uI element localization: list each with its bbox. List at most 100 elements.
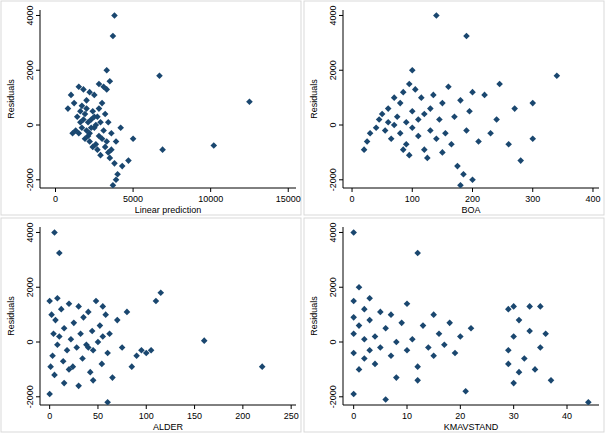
x-tick-label: 50 [93, 411, 103, 421]
point [529, 135, 536, 142]
point [487, 130, 494, 137]
point [505, 141, 512, 148]
panel-frame [1, 1, 301, 215]
x-tick-label: 300 [525, 194, 540, 204]
point [388, 311, 395, 318]
y-tick-label: 2000 [25, 60, 35, 80]
point [114, 171, 121, 178]
point [415, 116, 422, 123]
y-tick-label: 4000 [25, 222, 35, 242]
panel: 0100200300400-2000020004000BOAResiduals [304, 1, 604, 215]
point [373, 124, 380, 131]
x-tick [592, 188, 593, 192]
markers [350, 229, 591, 405]
x-axis-title: KMAVSTAND [444, 422, 499, 432]
y-tick [36, 342, 40, 343]
point [505, 306, 512, 313]
point [106, 331, 113, 338]
panel: 050100150200250-2000020004000ALDERResidu… [1, 218, 301, 432]
point [414, 377, 421, 384]
point [66, 300, 73, 307]
point [56, 250, 63, 257]
point [463, 33, 470, 40]
point [77, 331, 84, 338]
point [526, 303, 533, 310]
point [153, 298, 160, 305]
point [403, 119, 410, 126]
point [521, 355, 528, 362]
point [517, 157, 524, 164]
point [505, 361, 512, 368]
point [372, 333, 379, 340]
point [350, 298, 357, 305]
y-tick-label: 0 [328, 123, 338, 128]
point [442, 130, 449, 137]
point [445, 83, 452, 90]
point [201, 337, 208, 344]
point [366, 295, 373, 302]
point [66, 366, 73, 373]
x-tick-label: 200 [465, 194, 480, 204]
point [457, 333, 464, 340]
point [466, 108, 473, 115]
y-tick [339, 232, 343, 233]
point [107, 155, 114, 162]
point [463, 127, 470, 134]
point [446, 320, 453, 327]
point [427, 105, 434, 112]
point [94, 146, 101, 153]
x-tick [146, 405, 147, 409]
point [246, 98, 253, 105]
y-tick-label: 0 [25, 123, 35, 128]
point [475, 138, 482, 145]
point [71, 100, 78, 107]
point [97, 119, 104, 126]
point [379, 111, 386, 118]
point [89, 328, 96, 335]
x-tick-label: 0 [350, 194, 355, 204]
point [103, 67, 110, 74]
point [159, 146, 166, 153]
x-tick-label: 5000 [123, 194, 143, 204]
point [99, 303, 106, 310]
x-tick-label: 150 [187, 411, 202, 421]
x-axis [40, 188, 296, 189]
point [119, 163, 126, 170]
point [361, 336, 368, 343]
point [79, 355, 86, 362]
x-tick-label: 30 [509, 411, 519, 421]
point [96, 105, 103, 112]
point [414, 250, 421, 257]
point [367, 130, 374, 137]
point [364, 138, 371, 145]
point [100, 127, 107, 134]
point [103, 138, 110, 145]
point [61, 380, 68, 387]
point [99, 333, 106, 340]
figure: 050001000015000-2000020004000Linear pred… [0, 0, 605, 434]
point [69, 130, 76, 137]
point [124, 309, 131, 316]
point [356, 366, 363, 373]
point [393, 374, 400, 381]
x-tick [133, 188, 134, 192]
point [47, 363, 54, 370]
x-tick [97, 405, 98, 409]
point [125, 157, 132, 164]
point [83, 97, 90, 104]
point [91, 114, 98, 121]
point [108, 146, 115, 153]
point [510, 380, 517, 387]
point [394, 114, 401, 121]
point [511, 105, 518, 112]
x-axis-title: ALDER [153, 422, 184, 432]
point [80, 314, 87, 321]
point [448, 141, 455, 148]
x-tick-label: 0 [351, 411, 356, 421]
point [51, 372, 58, 379]
point [516, 369, 523, 376]
point [73, 344, 80, 351]
point [400, 146, 407, 153]
x-tick [353, 405, 354, 409]
point [510, 333, 517, 340]
